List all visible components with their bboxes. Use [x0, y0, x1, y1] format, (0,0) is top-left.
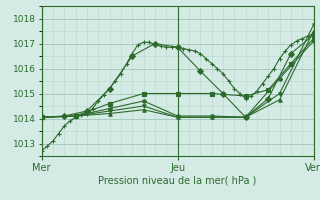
X-axis label: Pression niveau de la mer( hPa ): Pression niveau de la mer( hPa ) — [99, 176, 257, 186]
